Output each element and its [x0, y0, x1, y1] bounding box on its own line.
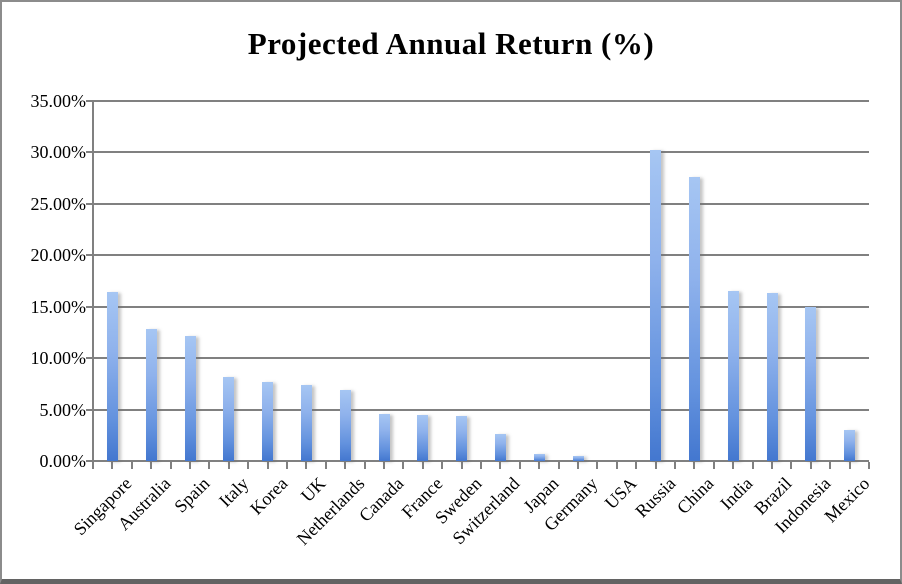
x-axis-tick	[654, 462, 657, 469]
x-axis-tick	[305, 462, 308, 469]
x-axis-tick	[635, 462, 638, 469]
bar-germany	[573, 456, 584, 461]
y-axis-tick	[86, 357, 93, 360]
x-axis-tick	[92, 462, 94, 469]
x-axis-tick	[732, 462, 735, 469]
x-axis-tick	[441, 462, 444, 469]
y-axis-label: 15.00%	[30, 296, 87, 317]
gridline	[93, 254, 869, 257]
y-axis-tick	[86, 202, 93, 205]
gridline	[93, 100, 869, 102]
y-axis-tick	[86, 151, 93, 154]
x-axis-tick	[383, 462, 385, 469]
x-axis-tick	[577, 462, 579, 469]
x-axis-tick	[829, 462, 832, 469]
x-axis-tick	[266, 462, 269, 469]
y-axis-label: 10.00%	[30, 348, 87, 369]
x-axis-tick	[208, 462, 211, 469]
x-axis-tick	[324, 462, 327, 469]
x-axis-tick	[693, 462, 696, 469]
x-axis-tick	[712, 462, 715, 469]
gridline	[93, 202, 869, 205]
x-axis-tick	[480, 462, 482, 469]
gridline	[93, 357, 869, 360]
x-axis-tick	[674, 462, 676, 469]
bar-mexico	[844, 430, 855, 461]
bar-brazil	[767, 293, 778, 461]
y-axis-tick	[86, 305, 93, 308]
x-axis-tick	[596, 462, 599, 469]
x-axis-tick	[169, 462, 172, 469]
bar-italy	[223, 377, 234, 461]
y-axis-label: 25.00%	[30, 193, 87, 214]
x-axis-tick	[518, 462, 521, 469]
chart-title: Projected Annual Return (%)	[247, 26, 655, 61]
x-axis-tick	[421, 462, 424, 469]
gridline	[93, 151, 869, 154]
y-axis-line	[92, 101, 94, 463]
x-axis-tick	[344, 462, 347, 469]
bar-china	[689, 177, 700, 461]
x-axis-tick	[557, 462, 560, 469]
y-axis-tick	[86, 100, 93, 102]
bar-indonesia	[805, 307, 816, 461]
x-axis-tick	[809, 462, 812, 469]
y-axis-label: 30.00%	[30, 142, 87, 163]
bar-india	[728, 291, 739, 461]
bar-japan	[534, 454, 545, 461]
bar-australia	[146, 329, 157, 461]
bar-uk	[301, 385, 312, 461]
bar-sweden	[456, 416, 467, 461]
gridline	[93, 408, 869, 411]
y-axis-tick	[86, 254, 93, 257]
bar-france	[417, 415, 428, 461]
gridline	[93, 460, 869, 462]
bar-korea	[262, 382, 273, 461]
y-axis-label: 5.00%	[39, 399, 87, 420]
x-axis-tick	[460, 462, 463, 469]
bar-netherlands	[340, 390, 351, 461]
y-axis-tick	[86, 460, 93, 462]
bar-singapore	[107, 292, 118, 461]
y-axis-label: 35.00%	[30, 91, 87, 111]
bar-russia	[650, 150, 661, 461]
x-axis-tick	[538, 462, 541, 469]
x-axis-tick	[227, 462, 230, 469]
bar-spain	[185, 336, 196, 461]
x-axis-tick	[247, 462, 250, 469]
x-axis-tick	[868, 462, 870, 469]
bar-canada	[379, 414, 390, 461]
y-axis-label: 0.00%	[39, 451, 87, 471]
bar-switzerland	[495, 434, 506, 461]
y-axis-tick	[86, 408, 93, 411]
x-axis-tick	[790, 462, 793, 469]
x-axis-tick	[363, 462, 366, 469]
x-axis-tick	[499, 462, 502, 469]
x-axis-tick	[402, 462, 405, 469]
x-axis-tick	[189, 462, 191, 469]
x-axis-tick	[771, 462, 773, 469]
x-axis-tick	[286, 462, 288, 469]
x-axis-tick	[111, 462, 114, 469]
x-axis-tick	[848, 462, 851, 469]
gridline	[93, 305, 869, 308]
x-axis-tick	[751, 462, 754, 469]
y-axis-label: 20.00%	[30, 245, 87, 266]
x-axis-tick	[150, 462, 153, 469]
x-axis-tick	[130, 462, 133, 469]
x-axis-tick	[615, 462, 618, 469]
